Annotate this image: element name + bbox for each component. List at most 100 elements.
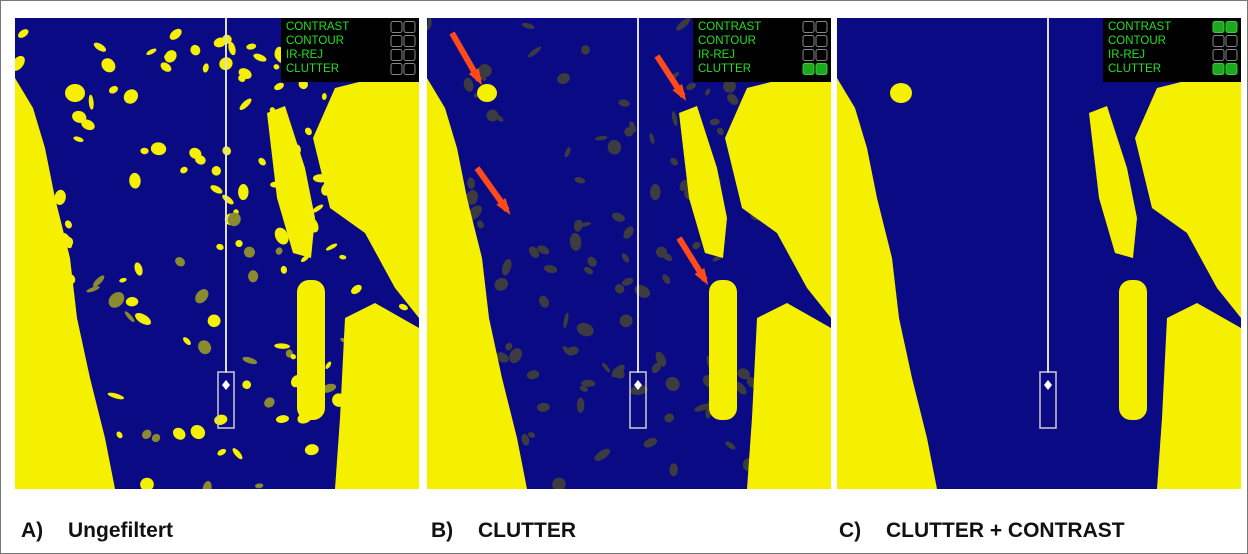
terrain xyxy=(890,83,912,103)
target-marker xyxy=(222,380,230,390)
caption: C) CLUTTER + CONTRAST xyxy=(839,519,1125,543)
filter-indicator xyxy=(802,35,815,47)
filter-indicator xyxy=(1212,35,1225,47)
radar-panel: CONTRAST CONTOUR IR-REJ CLUTTER xyxy=(837,18,1241,489)
clutter xyxy=(584,266,594,275)
clutter xyxy=(727,93,739,105)
clutter xyxy=(486,109,499,122)
clutter xyxy=(662,274,671,284)
clutter xyxy=(650,184,661,201)
target-box xyxy=(629,371,647,429)
clutter xyxy=(222,34,232,44)
clutter xyxy=(321,93,327,100)
clutter xyxy=(573,219,583,232)
clutter xyxy=(172,427,186,440)
clutter xyxy=(183,337,191,346)
clutter xyxy=(125,297,139,307)
arrow-head xyxy=(672,84,687,102)
filter-indicator xyxy=(815,63,828,75)
filter-indicator xyxy=(403,49,416,61)
filter-indicator xyxy=(390,21,403,33)
clutter xyxy=(227,212,241,227)
filter-indicator xyxy=(390,35,403,47)
caption-label: B) xyxy=(431,519,454,542)
clutter xyxy=(238,184,249,201)
terrain xyxy=(1119,280,1147,420)
clutter xyxy=(164,50,177,63)
clutter xyxy=(716,127,724,136)
clutter xyxy=(494,277,509,291)
clutter xyxy=(614,284,625,294)
filter-name: CLUTTER xyxy=(286,63,339,75)
clutter xyxy=(501,258,512,276)
clutter xyxy=(505,342,513,351)
clutter xyxy=(274,227,289,245)
filter-indicator xyxy=(403,21,416,33)
clutter xyxy=(248,270,259,283)
clutter xyxy=(581,45,590,55)
terrain xyxy=(427,78,527,489)
clutter xyxy=(235,239,243,248)
clutter xyxy=(243,246,255,258)
clutter xyxy=(73,136,84,142)
filter-indicator xyxy=(1225,21,1238,33)
filter-indicator xyxy=(1212,49,1225,61)
clutter xyxy=(339,254,347,260)
filter-indicator xyxy=(1212,63,1225,75)
clutter xyxy=(495,114,504,122)
filter-name: CONTOUR xyxy=(698,35,756,47)
clutter xyxy=(655,246,667,258)
clutter xyxy=(521,433,530,446)
filter-indicator xyxy=(1225,49,1238,61)
clutter xyxy=(207,314,221,328)
clutter xyxy=(92,275,105,287)
clutter xyxy=(242,356,258,365)
target-marker xyxy=(634,380,642,390)
clutter xyxy=(108,85,119,94)
clutter xyxy=(239,98,252,111)
filter-indicator xyxy=(802,63,815,75)
clutter xyxy=(509,348,522,364)
clutter xyxy=(180,166,188,174)
clutter xyxy=(116,431,123,439)
filter-name: IR-REJ xyxy=(1108,49,1145,61)
clutter xyxy=(581,379,596,387)
clutter xyxy=(686,82,696,91)
clutter xyxy=(198,340,212,355)
clutter xyxy=(275,415,290,423)
target-box xyxy=(1039,371,1057,429)
terrain xyxy=(837,78,937,489)
caption-text: CLUTTER + CONTRAST xyxy=(886,519,1125,542)
clutter xyxy=(93,42,107,52)
clutter xyxy=(576,322,594,337)
clutter xyxy=(476,220,484,229)
clutter xyxy=(254,483,264,489)
clutter xyxy=(676,18,691,31)
clutter xyxy=(275,247,283,255)
clutter xyxy=(692,241,701,250)
clutter xyxy=(723,79,736,93)
caption: A) Ungefiltert xyxy=(21,519,173,543)
terrain xyxy=(15,78,115,489)
clutter xyxy=(557,73,570,84)
clutter xyxy=(238,74,246,83)
clutter xyxy=(427,18,432,29)
clutter xyxy=(211,166,222,176)
clutter xyxy=(141,429,152,440)
clutter xyxy=(18,29,29,38)
filter-name: IR-REJ xyxy=(286,49,323,61)
clutter xyxy=(195,289,209,304)
clutter xyxy=(101,58,116,73)
clutter xyxy=(274,343,290,349)
clutter xyxy=(273,64,280,70)
clutter xyxy=(123,89,139,104)
clutter xyxy=(527,46,542,58)
terrain xyxy=(679,106,727,258)
clutter xyxy=(563,312,569,329)
terrain xyxy=(477,84,497,102)
clutter xyxy=(611,212,625,222)
clutter xyxy=(595,135,608,141)
clutter xyxy=(311,204,324,213)
terrain xyxy=(1157,303,1241,489)
clutter xyxy=(601,362,611,373)
